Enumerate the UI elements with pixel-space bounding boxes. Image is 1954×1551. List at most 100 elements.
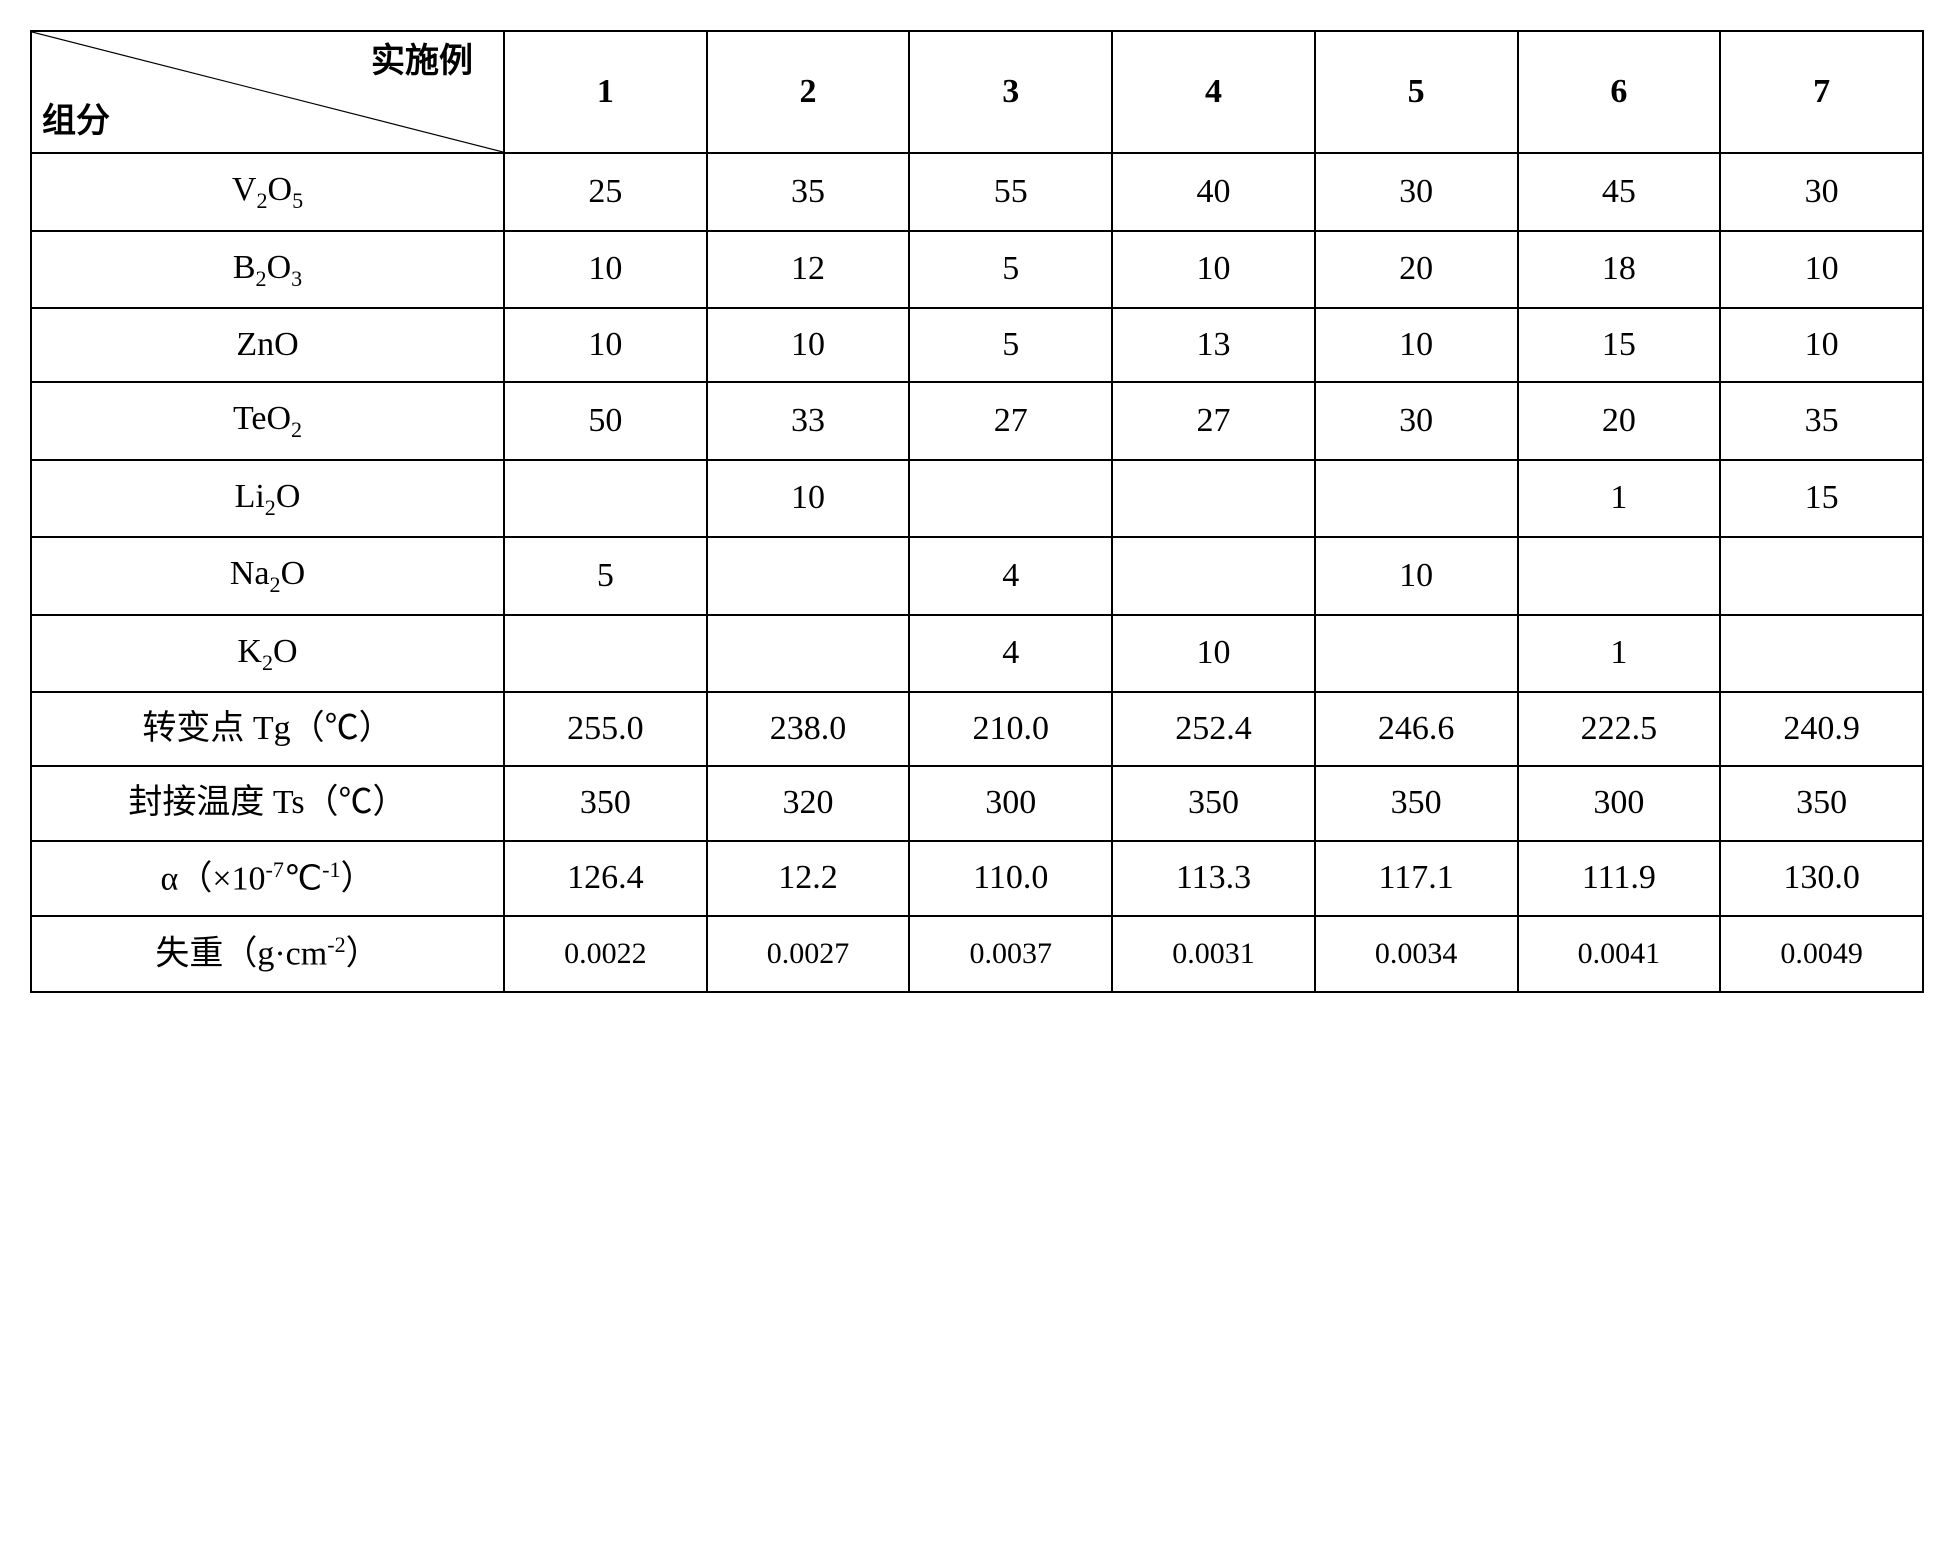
col-header: 7 xyxy=(1720,31,1923,153)
col-header: 6 xyxy=(1518,31,1721,153)
table-cell: 4 xyxy=(909,615,1112,693)
table-cell: 50 xyxy=(504,382,707,460)
table-cell: 300 xyxy=(1518,766,1721,840)
row-label: ZnO xyxy=(31,308,504,382)
row-label: 转变点 Tg（℃） xyxy=(31,692,504,766)
table-cell: 117.1 xyxy=(1315,841,1518,917)
table-row: TeO250332727302035 xyxy=(31,382,1923,460)
table-cell: 350 xyxy=(504,766,707,840)
table-cell: 10 xyxy=(1315,308,1518,382)
table-cell xyxy=(1720,537,1923,615)
table-row: B2O31012510201810 xyxy=(31,231,1923,309)
row-label: Li2O xyxy=(31,460,504,538)
table-row: K2O 410 1 xyxy=(31,615,1923,693)
table-cell: 12.2 xyxy=(707,841,910,917)
row-label: TeO2 xyxy=(31,382,504,460)
table-row: 失重（g·cm-2）0.00220.00270.00370.00310.0034… xyxy=(31,916,1923,992)
col-header: 3 xyxy=(909,31,1112,153)
table-row: ZnO1010513101510 xyxy=(31,308,1923,382)
table-cell: 5 xyxy=(909,308,1112,382)
table-cell: 10 xyxy=(1315,537,1518,615)
table-cell: 0.0041 xyxy=(1518,916,1721,992)
col-header: 1 xyxy=(504,31,707,153)
table-cell: 13 xyxy=(1112,308,1315,382)
table-cell: 18 xyxy=(1518,231,1721,309)
table-cell xyxy=(1720,615,1923,693)
table-cell: 30 xyxy=(1315,153,1518,231)
header-top-label: 实施例 xyxy=(371,40,473,84)
table-cell: 10 xyxy=(1720,231,1923,309)
table-cell: 0.0034 xyxy=(1315,916,1518,992)
table-cell: 25 xyxy=(504,153,707,231)
header-bottom-label: 组分 xyxy=(42,100,110,144)
table-body: V2O525355540304530B2O31012510201810ZnO10… xyxy=(31,153,1923,992)
table-cell: 1 xyxy=(1518,615,1721,693)
table-cell: 255.0 xyxy=(504,692,707,766)
table-cell xyxy=(707,537,910,615)
table-cell: 15 xyxy=(1518,308,1721,382)
table-cell: 10 xyxy=(504,308,707,382)
table-cell xyxy=(707,615,910,693)
table-row: 封接温度 Ts（℃）350320300350350300350 xyxy=(31,766,1923,840)
table-cell: 126.4 xyxy=(504,841,707,917)
table-cell: 320 xyxy=(707,766,910,840)
table-cell xyxy=(909,460,1112,538)
table-cell: 238.0 xyxy=(707,692,910,766)
table-cell: 10 xyxy=(707,308,910,382)
table-cell: 0.0037 xyxy=(909,916,1112,992)
table-cell: 4 xyxy=(909,537,1112,615)
table-cell: 10 xyxy=(1112,615,1315,693)
table-cell: 210.0 xyxy=(909,692,1112,766)
table-cell: 27 xyxy=(909,382,1112,460)
table-cell: 45 xyxy=(1518,153,1721,231)
table-cell xyxy=(504,460,707,538)
table-cell: 5 xyxy=(909,231,1112,309)
table-cell xyxy=(1315,615,1518,693)
table-cell: 350 xyxy=(1112,766,1315,840)
table-cell: 35 xyxy=(707,153,910,231)
table-cell: 5 xyxy=(504,537,707,615)
table-cell: 350 xyxy=(1315,766,1518,840)
table-cell: 300 xyxy=(909,766,1112,840)
table-cell: 252.4 xyxy=(1112,692,1315,766)
table-cell: 1 xyxy=(1518,460,1721,538)
table-cell: 350 xyxy=(1720,766,1923,840)
row-label: 封接温度 Ts（℃） xyxy=(31,766,504,840)
table-cell: 10 xyxy=(1112,231,1315,309)
table-cell: 55 xyxy=(909,153,1112,231)
table-cell: 113.3 xyxy=(1112,841,1315,917)
table-cell: 15 xyxy=(1720,460,1923,538)
table-cell xyxy=(1112,460,1315,538)
table-cell: 0.0031 xyxy=(1112,916,1315,992)
table-cell: 30 xyxy=(1720,153,1923,231)
header-row: 实施例 组分 1 2 3 4 5 6 7 xyxy=(31,31,1923,153)
row-label: 失重（g·cm-2） xyxy=(31,916,504,992)
table-cell xyxy=(1518,537,1721,615)
col-header: 5 xyxy=(1315,31,1518,153)
table-cell: 111.9 xyxy=(1518,841,1721,917)
table-cell: 110.0 xyxy=(909,841,1112,917)
col-header: 2 xyxy=(707,31,910,153)
table-cell: 0.0049 xyxy=(1720,916,1923,992)
table-cell: 10 xyxy=(504,231,707,309)
table-cell: 33 xyxy=(707,382,910,460)
table-cell: 222.5 xyxy=(1518,692,1721,766)
row-label: B2O3 xyxy=(31,231,504,309)
table-cell: 30 xyxy=(1315,382,1518,460)
row-label: α（×10-7℃-1） xyxy=(31,841,504,917)
table-row: V2O525355540304530 xyxy=(31,153,1923,231)
table-cell: 35 xyxy=(1720,382,1923,460)
table-cell: 130.0 xyxy=(1720,841,1923,917)
table-cell: 0.0022 xyxy=(504,916,707,992)
table-cell: 10 xyxy=(1720,308,1923,382)
table-cell: 240.9 xyxy=(1720,692,1923,766)
table-cell: 20 xyxy=(1315,231,1518,309)
table-row: α（×10-7℃-1）126.412.2110.0113.3117.1111.9… xyxy=(31,841,1923,917)
row-label: K2O xyxy=(31,615,504,693)
table-cell: 40 xyxy=(1112,153,1315,231)
table-row: Na2O5410 xyxy=(31,537,1923,615)
table-cell: 20 xyxy=(1518,382,1721,460)
table-cell: 0.0027 xyxy=(707,916,910,992)
table-cell: 12 xyxy=(707,231,910,309)
col-header: 4 xyxy=(1112,31,1315,153)
